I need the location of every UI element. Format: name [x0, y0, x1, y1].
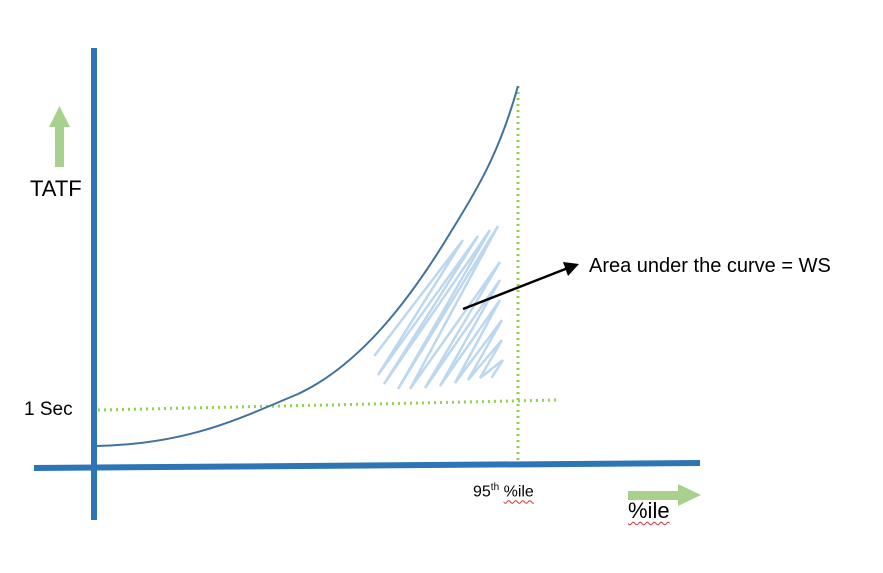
area-annotation: Area under the curve = WS	[589, 255, 831, 277]
percentile-unit: %ile	[503, 483, 534, 501]
percentile-marker-label: 95th %ile	[473, 482, 534, 501]
up-arrow-icon	[49, 106, 70, 167]
response-curve	[95, 85, 519, 447]
threshold-label: 1 Sec	[24, 399, 73, 420]
x-axis	[33, 460, 701, 471]
x-axis-label: %ile	[628, 498, 670, 523]
right-arrow-icon	[628, 484, 701, 506]
area-hatch	[373, 225, 505, 390]
y-axis-label: TATF	[30, 176, 82, 201]
threshold-dotted-line	[97, 398, 557, 412]
pointer-arrow-icon	[462, 262, 579, 311]
percentile-number: 95	[473, 483, 491, 501]
percentile-suffix: th	[490, 482, 500, 493]
